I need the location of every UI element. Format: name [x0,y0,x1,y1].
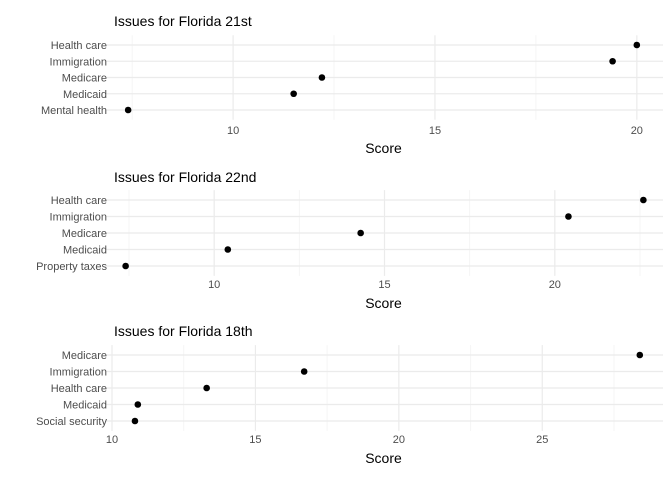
chart-title: Issues for Florida 22nd [114,169,256,185]
x-tick-label: 20 [549,279,561,291]
x-axis-label: Score [365,140,402,156]
category-label: Immigration [50,56,107,68]
category-label: Mental health [41,105,107,117]
chart-panel-1: Issues for Florida 21st Health care Immigr… [41,13,663,156]
category-label: Medicaid [63,245,107,257]
category-label: Immigration [50,212,107,224]
x-tick-label: 15 [429,125,441,137]
data-point [203,384,210,392]
category-label: Health care [51,40,107,52]
x-tick-label: 25 [536,434,548,446]
category-label: Medicare [62,73,107,85]
chart-panel-3: Issues for Florida 18th Medicare Immigrati… [36,323,663,466]
x-axis-label: Score [365,295,402,311]
data-point [636,351,644,359]
chart-panel-2: Issues for Florida 22nd Health care Immigr… [36,169,663,311]
data-point [290,90,297,98]
x-tick-label: 20 [631,125,643,137]
data-point [224,246,232,253]
category-label: Medicaid [63,89,107,101]
data-point [357,229,364,237]
category-label: Immigration [50,367,107,379]
data-point [300,368,308,375]
data-point [565,213,572,220]
category-label: Medicare [62,228,107,240]
data-point [633,41,641,49]
category-label: Health care [51,383,107,395]
data-point [134,401,142,408]
chart-title: Issues for Florida 21st [114,13,252,29]
data-point [122,262,129,270]
x-tick-label: 15 [378,279,390,291]
category-label: Property taxes [36,261,107,273]
data-point [609,57,616,65]
chart-title: Issues for Florida 18th [114,323,253,339]
x-tick-label: 20 [393,434,405,446]
category-label: Health care [51,195,107,207]
x-tick-label: 15 [249,434,261,446]
data-point [640,196,647,204]
x-tick-label: 10 [227,125,239,137]
x-tick-label: 10 [208,279,220,291]
data-point [124,106,132,114]
category-label: Medicaid [63,400,107,412]
category-label: Social security [36,416,107,428]
data-point [318,74,326,81]
x-tick-label: 10 [106,434,118,446]
data-point [131,417,139,425]
x-axis-label: Score [365,450,402,466]
category-label: Medicare [62,350,107,362]
